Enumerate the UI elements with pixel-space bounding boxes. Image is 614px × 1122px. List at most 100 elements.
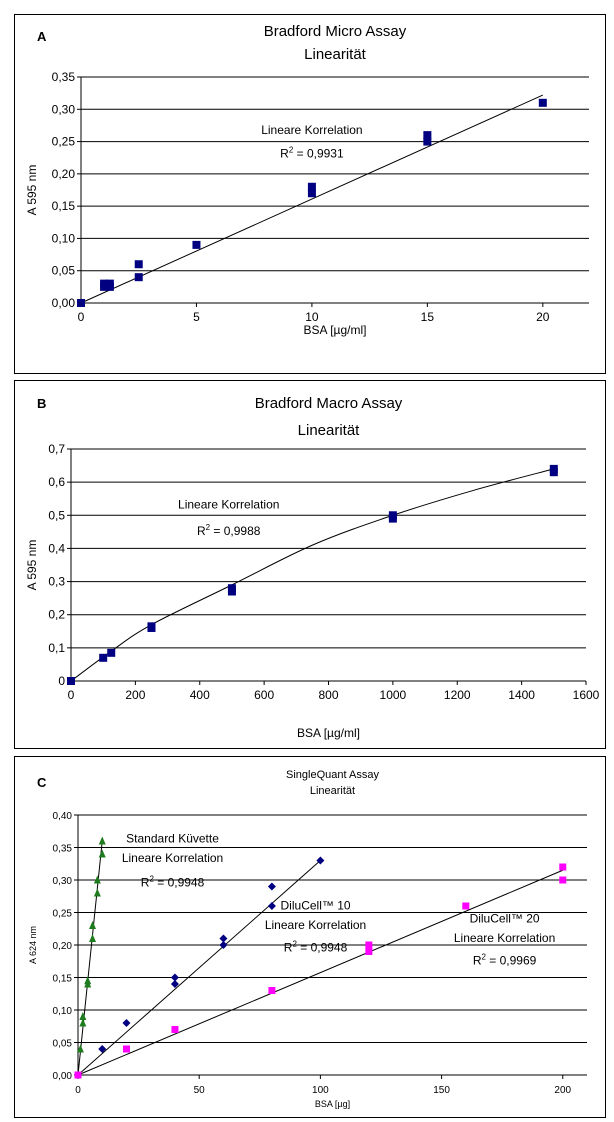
data-point-diamond [219,934,228,943]
x-tick-label: 100 [312,1085,329,1096]
data-point-square [559,863,567,871]
data-point-triangle [79,1018,87,1027]
data-point-diamond [219,941,228,949]
y-tick-label: 0,15 [52,199,76,213]
data-point-square [268,987,276,994]
annotation: R2 = 0,9988 [197,523,261,538]
y-tick-label: 0 [58,674,65,688]
data-point-square [192,240,201,249]
y-tick-label: 0,05 [53,1039,73,1050]
y-tick-label: 0,2 [48,608,65,622]
data-point-square [122,1045,130,1053]
data-point-square [307,189,316,198]
y-tick-label: 0,05 [52,264,76,278]
y-tick-label: 0,6 [48,475,65,489]
y-tick-label: 0,10 [52,231,76,245]
data-point-square [99,653,108,662]
x-tick-label: 150 [433,1085,450,1096]
data-point-square [365,941,373,949]
panel-letter: B [37,396,46,411]
data-point-triangle [98,836,106,845]
data-point-triangle [98,849,106,858]
annotation: Lineare Korrelation [178,498,279,512]
y-tick-label: 0,20 [53,941,73,952]
annotation-r: R [473,954,482,968]
data-point-triangle [79,1012,87,1020]
y-tick-label: 0,7 [48,442,65,456]
y-tick-label: 0,00 [53,1071,73,1082]
data-point-diamond [267,882,276,891]
chart-title-line: Linearität [304,46,367,63]
data-point-square [307,182,316,191]
chart-panel-c: C SingleQuant Assay Linearität 0,00 0,05 0,10… [14,756,606,1118]
chart-panel-b: B Bradford Macro Assay Linearität 0 0,1 0,2 0,… [14,380,606,749]
y-tick-label: 0,1 [48,641,65,655]
annotation: R2 = 0,9969 [473,953,537,968]
data-point-square [559,876,567,884]
annotation-value: = 0,9969 [486,954,537,968]
fit-line-series-2 [77,869,563,1076]
x-tick-label: 5 [193,310,200,324]
annotation-sup: 2 [206,523,211,532]
data-point-triangle [93,875,101,884]
data-point-square [388,511,397,520]
x-tick-label: 50 [194,1085,206,1096]
y-tick-label: 0,5 [48,508,65,522]
chart-b: B Bradford Macro Assay Linearität 0 0,1 0,2 0,… [25,395,600,740]
x-tick-label: 0 [75,1085,81,1096]
data-point-square [134,260,143,269]
annotation: Lineare Korrelation [261,123,362,137]
data-point-triangle [84,976,92,985]
fit-line-series-1 [77,860,321,1076]
data-point-square [107,648,116,657]
data-point-square [74,1071,82,1079]
data-point-square [105,279,114,288]
y-tick-label: 0,15 [53,974,73,985]
data-point-square [538,98,547,107]
annotation-r: R [280,147,289,161]
annotation-sup: 2 [289,146,294,155]
annotation-value: = 0,9931 [293,147,344,161]
annotation: DiluCell™ 20 [470,911,540,925]
annotation-value: = 0,9948 [297,941,348,955]
data-point-square [67,677,75,685]
annotation-sup: 2 [292,940,297,949]
panel-letter: A [37,29,47,44]
data-point-triangle [89,934,97,942]
annotation: Lineare Korrelation [122,851,223,865]
data-point-square [134,273,143,282]
x-tick-label: 10 [305,310,319,324]
y-tick-label: 0,20 [52,167,76,181]
annotation: Standard Küvette [126,831,219,845]
data-point-diamond [98,1045,107,1053]
y-tick-label: 0,00 [52,296,76,310]
y-axis-label: A 595 nm [25,540,39,591]
data-point-square [423,131,432,140]
fit-line-series-0 [77,840,103,1076]
data-point-triangle [76,1044,84,1053]
data-point-diamond [122,1019,131,1027]
data-point-square [147,622,156,631]
y-tick-label: 0,35 [53,844,73,855]
fit-line-series-0 [70,468,554,682]
annotation: Lineare Korrelation [454,931,555,945]
x-axis-label: BSA [µg] [315,1099,350,1109]
data-point-diamond [170,980,179,988]
x-tick-label: 800 [318,688,338,702]
chart-c: C SingleQuant Assay Linearität 0,00 0,05 0,10… [28,769,587,1109]
x-tick-label: 400 [190,688,210,702]
y-tick-label: 0,4 [48,541,65,555]
x-axis-label: BSA [µg/ml] [304,323,367,337]
x-tick-label: 1600 [573,688,600,702]
annotation-value: = 0,9988 [210,524,261,538]
annotation: R2 = 0,9931 [280,146,344,161]
annotation-value: = 0,9948 [154,876,205,890]
panel-letter: C [37,775,47,790]
y-tick-label: 0,35 [52,70,76,84]
x-tick-label: 200 [554,1085,571,1096]
data-point-diamond [267,902,276,910]
data-point-triangle [93,888,101,897]
annotation: R2 = 0,9948 [284,940,348,955]
x-tick-label: 0 [78,310,85,324]
annotation: DiluCell™ 10 [281,898,351,912]
